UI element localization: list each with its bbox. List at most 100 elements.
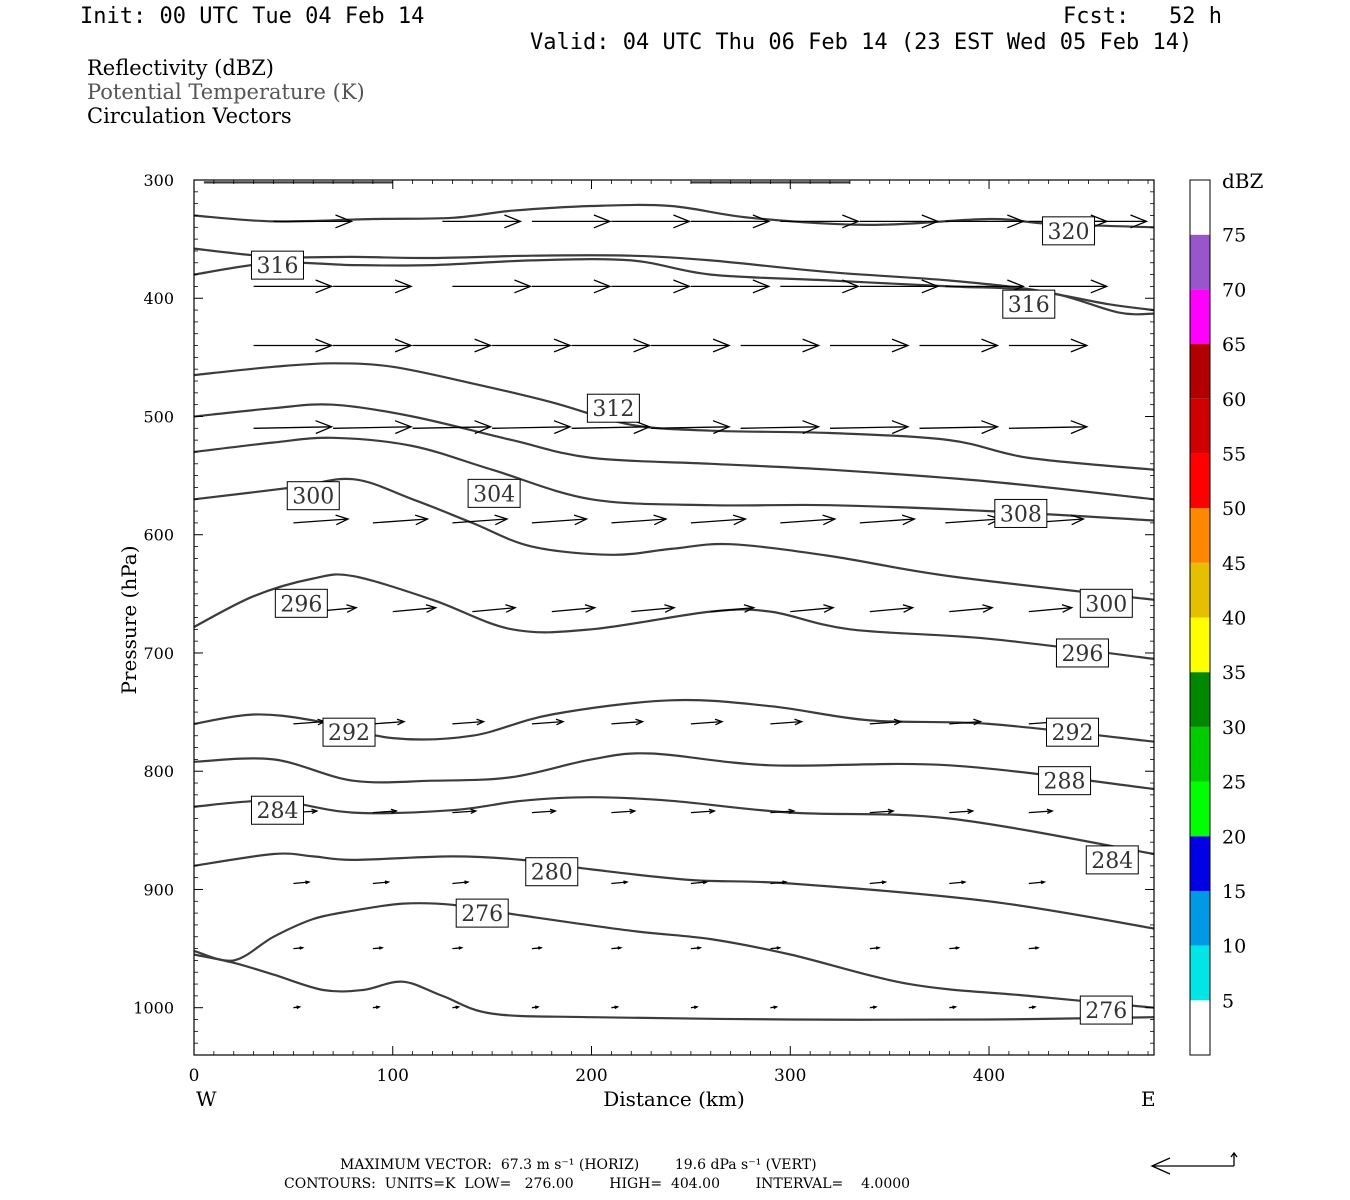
colorbar: 5 10 15 20 25 30 35 40 45 50 55 60 65 70 75 [1189,179,1246,1056]
vector-arrow [859,214,940,229]
vector-arrow [253,279,334,294]
x-end-right: E [1141,1087,1156,1111]
svg-text:284: 284 [256,799,298,824]
colorbar-segment [1190,234,1210,290]
svg-text:300: 300 [292,485,334,510]
vector-arrow [253,420,334,435]
colorbar-label: 55 [1222,443,1246,465]
circulation-vectors [253,214,1149,1010]
field-vectors: Circulation Vectors [87,104,292,128]
vector-arrow [412,420,493,435]
vector-arrow [770,1005,779,1010]
vector-arrow [333,279,413,294]
y-tick-label: 500 [143,407,174,426]
colorbar-segment [1190,617,1210,673]
svg-text:284: 284 [1091,849,1133,874]
x-tick-label: 0 [189,1066,200,1086]
vector-arrow [710,604,756,613]
vector-arrow [611,880,629,885]
vector-arrow [945,514,1002,526]
field-theta: Potential Temperature (K) [87,80,365,104]
y-tick-label: 300 [143,171,174,190]
x-end-left: W [196,1087,217,1111]
vector-arrow [1028,808,1054,814]
contour-312-10 [193,362,1155,471]
vector-arrow [452,880,470,885]
colorbar-label: 5 [1222,990,1234,1012]
contour-label: 296 [1055,638,1109,668]
vector-arrow [949,880,967,885]
vector-arrow [531,808,558,814]
contour-label: 284 [1085,845,1139,875]
vector-arrow [372,1005,381,1010]
vector-arrow [571,420,652,435]
vector-arrow [1008,338,1089,353]
colorbar-label: 15 [1222,881,1246,903]
vector-arrow [869,604,915,613]
vector-arrow [611,279,692,294]
colorbar-segment [1190,562,1210,618]
vector-arrow [531,946,543,950]
vector-arrow [631,604,676,613]
vector-arrow [690,880,709,885]
contour-label: 292 [1046,717,1100,747]
contour-label: 292 [322,717,376,747]
vector-arrow [611,1005,620,1010]
vector-arrow [1028,1005,1037,1010]
vector-arrow [531,214,612,229]
colorbar-segment [1190,726,1210,782]
contour-label: 296 [274,588,328,618]
vector-arrow [1028,880,1047,885]
vector-arrow [531,718,565,726]
contour-292-5 [193,698,1155,743]
contour-info: CONTOURS: UNITS=K LOW= 276.00 HIGH= 404.… [284,1176,911,1192]
vector-arrow [919,338,1000,353]
colorbar-label: 70 [1222,279,1246,301]
vector-arrow [452,808,478,814]
vector-arrow [690,514,748,526]
colorbar-label: 60 [1222,389,1246,411]
svg-text:320: 320 [1048,220,1090,245]
vector-arrow [830,338,910,353]
colorbar-segment [1190,781,1210,837]
vector-arrow [780,514,837,526]
vector-arrow [372,880,391,885]
y-tick-label: 800 [143,762,174,781]
x-tick-label: 300 [774,1066,806,1086]
colorbar-segment [1190,289,1210,345]
vector-arrow [253,338,334,353]
svg-text:316: 316 [1008,293,1050,318]
vector-arrow [611,808,637,814]
vector-arrow [372,808,399,814]
y-tick-label: 400 [143,289,174,308]
vector-arrow [452,514,509,526]
init-time: Init: 00 UTC Tue 04 Feb 14 [80,4,425,29]
colorbar-segment [1190,453,1210,509]
svg-text:276: 276 [1085,999,1127,1024]
colorbar-label: 50 [1222,498,1246,520]
vector-arrow [293,880,311,885]
contour-296-6 [193,573,1155,660]
colorbar-segment [1190,672,1210,727]
vector-arrow [869,808,895,814]
contour-label: 304 [467,478,521,508]
vector-arrow [571,338,652,353]
vector-arrow [945,214,1026,229]
svg-text:316: 316 [256,254,298,279]
valid-time: Valid: 04 UTC Thu 06 Feb 14 (23 EST Wed … [530,30,1193,55]
colorbar-label: 65 [1222,334,1246,356]
vector-arrow [531,279,612,294]
contour-label: 280 [525,857,579,887]
vector-arrow [949,718,983,726]
field-reflectivity: Reflectivity (dBZ) [87,56,275,80]
vector-arrow [452,946,464,950]
vector-arrow [859,514,917,526]
svg-text:292: 292 [328,721,370,746]
vector-arrow [293,1005,302,1010]
contour-284-3 [193,796,1155,856]
colorbar-segment [1190,890,1210,946]
vector-arrow [829,420,910,435]
vector-arrow [551,604,597,613]
vector-arrow [651,338,731,353]
y-tick-label: 900 [143,880,174,899]
